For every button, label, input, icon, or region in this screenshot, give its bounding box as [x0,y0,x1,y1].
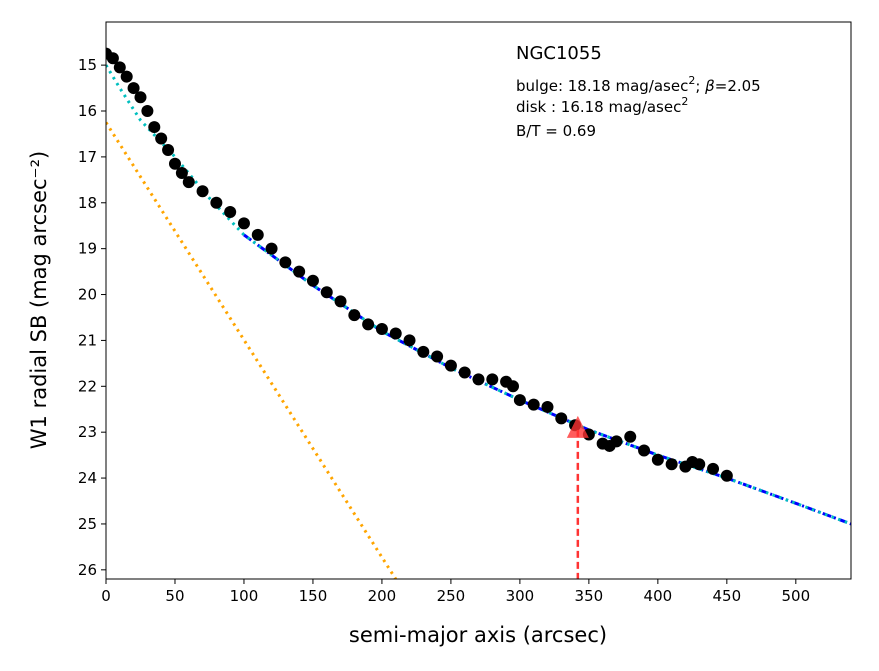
data-point [417,345,430,358]
annotation-line: disk : 16.18 mag/asec2 [516,95,688,116]
y-tick-label: 26 [78,561,97,579]
data-point [237,217,250,230]
data-point [224,205,237,218]
data-point [120,70,133,83]
data-point [127,82,140,95]
model-line [243,233,851,526]
x-tick-label: 100 [230,587,259,605]
data-point [693,458,706,471]
y-tick-label: 23 [78,423,97,441]
data-point [458,366,471,379]
y-tick-label: 24 [78,469,97,487]
data-point [527,398,540,411]
data-point [610,435,623,448]
x-tick-label: 350 [575,587,604,605]
data-point [720,469,733,482]
data-point [155,132,168,145]
y-tick-label: 17 [78,148,97,166]
y-tick-label: 19 [78,240,97,258]
y-tick-label: 20 [78,286,97,304]
y-tick-label: 25 [78,515,97,533]
x-tick-label: 500 [781,587,810,605]
axes-frame [105,21,852,580]
data-point [651,453,664,466]
data-point [162,144,175,157]
y-axis-label: W1 radial SB (mag arcsec⁻²) [27,151,51,449]
annotation-line: B/T = 0.69 [516,122,596,140]
marker-triangle [566,415,589,438]
data-point [141,105,154,118]
x-tick-label: 50 [165,587,184,605]
data-point [148,121,161,134]
data-point [348,309,361,322]
data-point [196,185,209,198]
model-line [106,121,397,579]
data-point [251,228,264,241]
x-axis-label: semi-major axis (arcsec) [349,623,607,647]
y-tick-label: 18 [78,194,97,212]
x-tick-label: 450 [713,587,742,605]
data-point [106,52,119,65]
model-line [106,64,851,526]
data-point [168,157,181,170]
data-point [293,265,306,278]
y-tick-label: 22 [78,377,97,395]
data-point [134,91,147,104]
y-tick-label: 16 [78,102,97,120]
data-point [638,444,651,457]
y-tick-label: 15 [78,56,97,74]
annotation-title: NGC1055 [516,43,602,64]
data-point [279,256,292,269]
data-point [707,462,720,475]
x-tick-label: 150 [299,587,328,605]
annotation-line: bulge: 18.18 mag/asec2; β=2.05 [516,74,761,95]
x-tick-label: 0 [101,587,111,605]
data-point [472,373,485,386]
data-point [362,318,375,331]
data-point [624,430,637,443]
data-point [541,400,554,413]
data-point [506,380,519,393]
y-tick-label: 21 [78,331,97,349]
data-point [431,350,444,363]
data-point [306,274,319,287]
data-point [555,412,568,425]
data-point [389,327,402,340]
data-point [113,61,126,74]
data-point [375,322,388,335]
data-point [182,176,195,189]
data-point [665,458,678,471]
plot-area [106,47,851,579]
data-point [444,359,457,372]
data-point [486,373,499,386]
x-tick-label: 250 [437,587,466,605]
x-tick-label: 400 [644,587,673,605]
data-point [210,196,223,209]
data-point [403,334,416,347]
x-tick-label: 200 [368,587,397,605]
data-point [320,286,333,299]
data-point [334,295,347,308]
data-point [175,166,188,179]
data-point [265,242,278,255]
annotation: NGC1055 bulge: 18.18 mag/asec2; β=2.05 d… [516,43,761,140]
x-tick-label: 300 [506,587,535,605]
data-point [513,394,526,407]
